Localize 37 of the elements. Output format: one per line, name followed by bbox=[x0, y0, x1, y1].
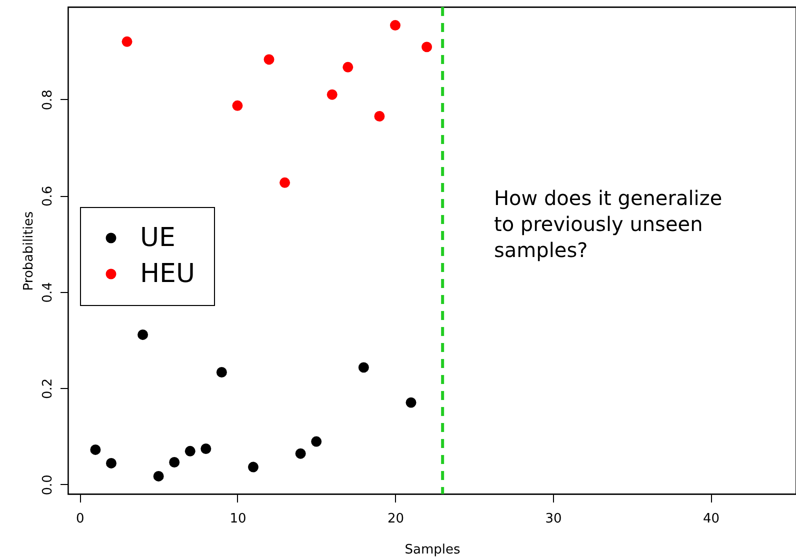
point bbox=[264, 54, 274, 65]
legend-label: HEU bbox=[140, 259, 196, 289]
y-tick-label: 0.2 bbox=[40, 378, 56, 399]
x-tick-label: 0 bbox=[76, 512, 84, 526]
x-tick-label: 10 bbox=[230, 512, 246, 526]
point bbox=[248, 462, 258, 472]
x-axis-title: Samples bbox=[404, 542, 460, 557]
point bbox=[232, 100, 243, 111]
point bbox=[422, 42, 432, 52]
point bbox=[374, 111, 385, 122]
y-tick-label: 0.4 bbox=[40, 282, 56, 303]
y-tick-label: 0.8 bbox=[40, 90, 56, 110]
point bbox=[406, 397, 416, 408]
point bbox=[390, 20, 400, 31]
point bbox=[106, 458, 116, 468]
y-tick-label: 0.0 bbox=[40, 474, 56, 496]
point bbox=[326, 89, 338, 100]
point bbox=[138, 329, 148, 340]
point bbox=[200, 444, 212, 454]
point bbox=[358, 362, 369, 373]
x-tick-label: 40 bbox=[703, 512, 720, 526]
point bbox=[169, 457, 180, 468]
point bbox=[122, 36, 132, 47]
point bbox=[184, 446, 196, 456]
y-axis-title: Probabilities bbox=[22, 211, 36, 291]
point bbox=[216, 367, 227, 378]
point bbox=[90, 444, 101, 455]
point bbox=[311, 436, 322, 447]
point bbox=[342, 62, 354, 72]
y-tick-label: 0.6 bbox=[40, 186, 56, 206]
point bbox=[153, 470, 164, 482]
x-tick-label: 30 bbox=[545, 512, 562, 526]
annotation: How does it generalize to previously unseen samples? bbox=[494, 186, 722, 262]
point bbox=[280, 177, 290, 188]
legend-label: UE bbox=[140, 223, 176, 253]
x-tick-label: 20 bbox=[387, 512, 404, 526]
point bbox=[295, 448, 306, 459]
